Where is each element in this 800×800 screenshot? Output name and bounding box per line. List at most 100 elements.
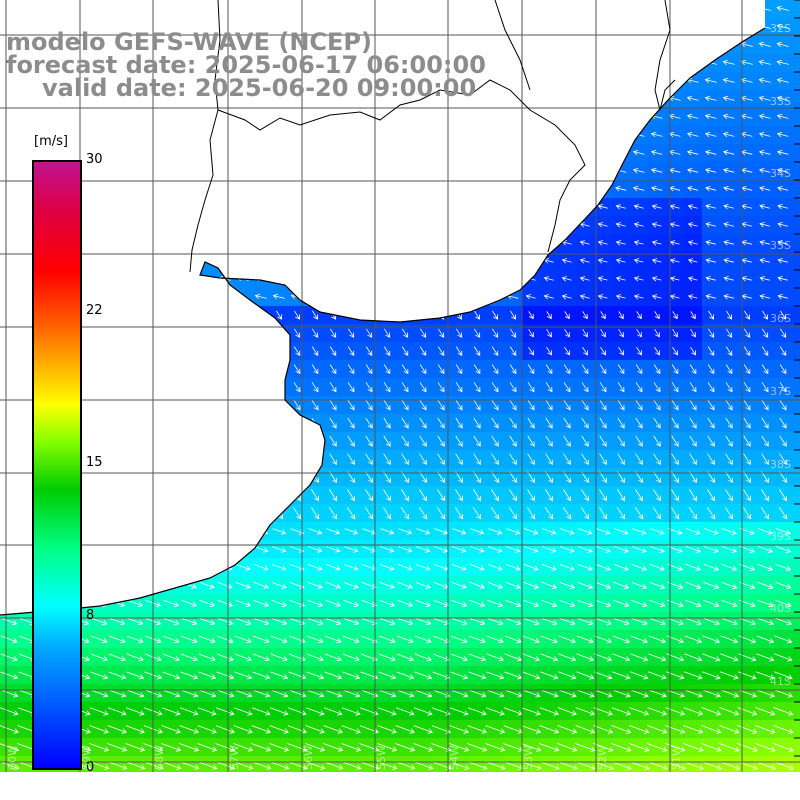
wind-speed-cell bbox=[648, 0, 667, 19]
wind-vector bbox=[540, 617, 558, 626]
wind-vector bbox=[455, 364, 463, 375]
wind-vector bbox=[397, 23, 412, 29]
wind-vector bbox=[614, 131, 627, 138]
wind-vector bbox=[185, 364, 193, 375]
wind-vector bbox=[383, 435, 391, 447]
wind-vector bbox=[614, 41, 627, 48]
wind-vector bbox=[126, 653, 144, 662]
wind-speed-cell bbox=[180, 252, 199, 271]
wind-vector bbox=[718, 742, 740, 752]
wind-vector bbox=[706, 507, 716, 520]
wind-vector bbox=[689, 489, 698, 502]
wind-speed-cell bbox=[468, 162, 487, 181]
wind-vector bbox=[0, 707, 19, 716]
wind-vector bbox=[521, 743, 542, 752]
wind-vector bbox=[469, 599, 486, 607]
wind-vector bbox=[636, 346, 642, 356]
wind-vector bbox=[362, 185, 375, 192]
wind-speed-cell bbox=[90, 198, 109, 217]
wind-vector bbox=[23, 417, 31, 429]
wind-vector bbox=[23, 364, 31, 375]
wind-vector bbox=[110, 275, 123, 282]
wind-vector bbox=[308, 131, 322, 138]
wind-speed-cell bbox=[792, 270, 800, 289]
wind-speed-cell bbox=[324, 162, 343, 181]
wind-vector bbox=[347, 417, 355, 429]
wind-vector bbox=[775, 563, 792, 571]
wind-vector bbox=[344, 149, 357, 156]
wind-vector bbox=[236, 221, 249, 228]
wind-speed-cell bbox=[270, 234, 289, 253]
wind-vector bbox=[161, 743, 182, 752]
wind-vector bbox=[1, 5, 17, 12]
wind-speed-cell bbox=[396, 216, 415, 235]
wind-vector bbox=[361, 5, 376, 12]
wind-speed-cell bbox=[126, 486, 145, 505]
wind-vector bbox=[275, 489, 284, 502]
wind-vector bbox=[215, 725, 235, 734]
wind-vector bbox=[488, 5, 502, 11]
wind-vector bbox=[216, 635, 234, 644]
wind-vector bbox=[253, 582, 269, 589]
wind-speed-cell bbox=[450, 288, 469, 307]
wind-vector bbox=[720, 635, 739, 644]
wind-vector bbox=[329, 417, 337, 429]
wind-vector bbox=[575, 689, 595, 698]
wind-speed-cell bbox=[522, 234, 541, 253]
wind-vector bbox=[524, 528, 539, 535]
wind-vector bbox=[525, 204, 536, 210]
wind-vector bbox=[755, 689, 776, 698]
wind-vector bbox=[471, 257, 483, 264]
wind-vector bbox=[239, 417, 247, 429]
wind-vector bbox=[271, 617, 288, 626]
wind-vector bbox=[683, 689, 703, 698]
wind-vector bbox=[527, 382, 535, 393]
wind-speed-cell bbox=[36, 0, 55, 19]
wind-vector bbox=[581, 453, 589, 465]
wind-speed-cell bbox=[252, 162, 271, 181]
wind-vector bbox=[5, 364, 13, 375]
wind-vector bbox=[131, 328, 139, 338]
wind-speed-cell bbox=[306, 198, 325, 217]
wind-vector bbox=[684, 617, 702, 626]
wind-vector bbox=[311, 328, 319, 338]
wind-vector bbox=[486, 689, 505, 698]
wind-vector bbox=[450, 653, 469, 662]
wind-vector bbox=[107, 743, 128, 752]
wind-vector bbox=[651, 185, 663, 192]
wind-vector bbox=[326, 239, 339, 246]
wind-vector bbox=[180, 671, 199, 680]
wind-vector bbox=[703, 563, 720, 571]
wind-vector bbox=[560, 95, 573, 102]
wind-speed-cell bbox=[774, 756, 793, 772]
wind-vector bbox=[705, 258, 716, 264]
wind-vector bbox=[543, 204, 554, 210]
wind-vector bbox=[650, 167, 663, 174]
wind-speed-cell bbox=[198, 306, 217, 325]
wind-vector bbox=[200, 239, 213, 246]
wind-speed-cell bbox=[396, 126, 415, 145]
wind-speed-cell bbox=[216, 126, 235, 145]
wind-vector bbox=[720, 653, 739, 662]
wind-vector bbox=[455, 399, 463, 411]
wind-vector bbox=[450, 689, 469, 698]
wind-vector bbox=[132, 310, 139, 320]
wind-vector bbox=[545, 453, 553, 465]
wind-vector bbox=[720, 617, 738, 626]
wind-vector bbox=[2, 275, 16, 282]
wind-vector bbox=[254, 203, 267, 210]
wind-vector bbox=[433, 23, 448, 29]
wind-vector bbox=[396, 689, 415, 698]
lat-label: 34S bbox=[770, 167, 791, 180]
wind-vector bbox=[596, 149, 609, 156]
wind-vector bbox=[705, 222, 717, 228]
wind-vector bbox=[561, 222, 572, 228]
wind-speed-cell bbox=[90, 756, 109, 772]
wind-vector bbox=[451, 582, 467, 589]
wind-speed-cell bbox=[792, 288, 800, 307]
wind-vector bbox=[324, 635, 342, 644]
wind-speed-cell bbox=[612, 72, 631, 91]
wind-vector bbox=[203, 328, 211, 338]
wind-vector bbox=[251, 761, 272, 770]
wind-speed-cell bbox=[180, 540, 199, 559]
